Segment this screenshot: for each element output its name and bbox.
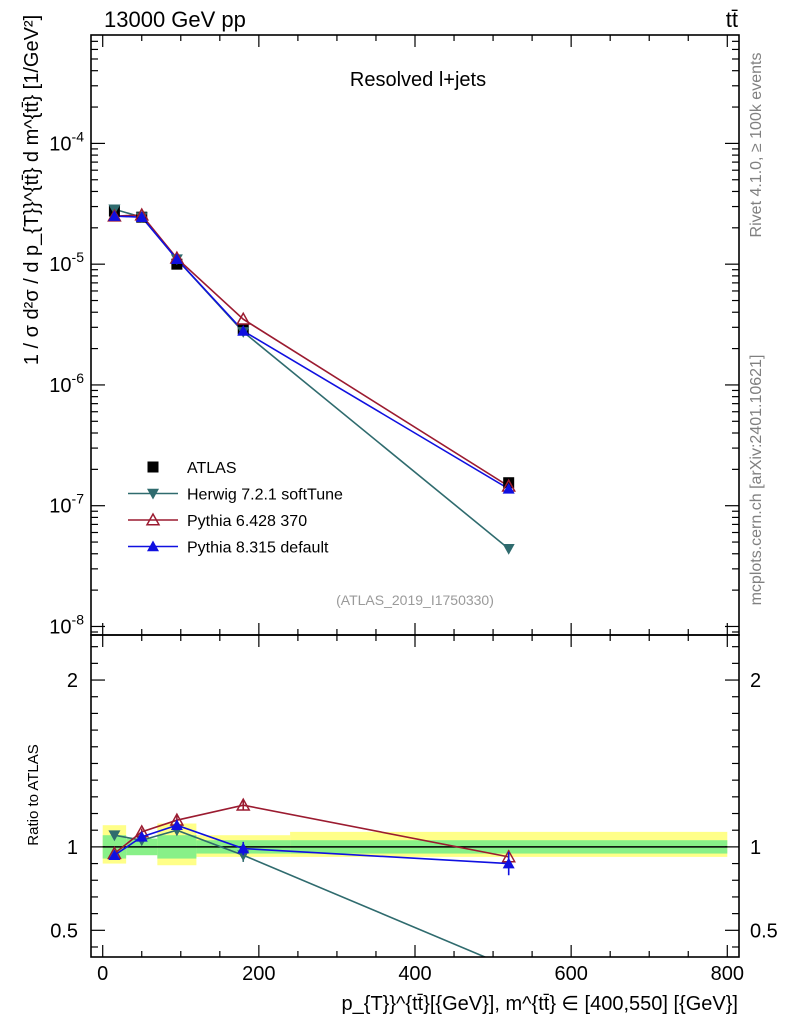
ratio-panel-frame (90, 634, 740, 958)
pythia-8-315-default-point (108, 210, 121, 221)
mcplots-label: mcplots.cern.ch [arXiv:2401.10621] (748, 355, 765, 606)
ratio-tick-label-right: 2 (750, 670, 761, 692)
legend-label-herwig-7-2-1-softtune: Herwig 7.2.1 softTune (187, 487, 343, 504)
ratio-tick-label: 0.5 (50, 920, 78, 942)
x-tick-label: 0 (97, 963, 108, 985)
pythia-8-315-default-point (237, 324, 250, 336)
pythia-8-315-default-point (170, 253, 183, 264)
pythia-8-315-default-point (135, 211, 148, 222)
legend-label-pythia-6-428-370: Pythia 6.428 370 (187, 513, 307, 530)
y-tick-label: 10-4 (49, 128, 84, 155)
y-tick-label: 10-8 (49, 611, 84, 638)
pythia-8-315-default-ratio-point (170, 819, 183, 830)
pythia-6-428-370-ratio-point (235, 797, 251, 811)
chart-title: Resolved l+jets (350, 69, 486, 91)
y-tick-label: 10-6 (49, 370, 84, 397)
legend: ATLAS Herwig 7.2.1 softTune Pythia 6.428 3… (128, 460, 343, 557)
ratio-tick-label: 2 (67, 670, 78, 692)
pythia-8-315-default-point (502, 482, 515, 494)
x-tick-label: 200 (242, 963, 275, 985)
ratio-plot-area (102, 797, 728, 973)
ratio-y-axis-label: Ratio to ATLAS (25, 744, 42, 845)
y-tick-label: 10-7 (49, 491, 84, 518)
atlas-point (503, 477, 515, 489)
axis-ticks: 0 200 400 600 800 10-8 10-7 10-6 10-5 10-4 0.5 0.5 1… (49, 35, 778, 985)
herwig-7-2-1-softtune-ratio-point (108, 830, 121, 842)
x-axis-label: p_{T}}^{tt̄}[{GeV}], m^{tt̄} ∈ [400,550]… (342, 993, 738, 1015)
ratio-tick-label-right: 1 (750, 837, 761, 859)
pythia-6-428-370-point (235, 311, 251, 325)
legend-marker-atlas (147, 461, 159, 473)
pythia-8-315-default-ratio-point (135, 830, 148, 842)
legend-marker-pythia-6-428-370 (145, 512, 161, 526)
collision-label: 13000 GeV pp (104, 7, 246, 32)
legend-label-atlas: ATLAS (187, 460, 237, 477)
ratio-tick-label-right: 0.5 (750, 920, 778, 942)
legend-marker-herwig-7-2-1-softtune (147, 488, 159, 500)
herwig-7-2-1-softtune-ratio-point (503, 962, 515, 973)
y-tick-label: 10-5 (49, 249, 84, 276)
x-tick-label: 600 (554, 963, 587, 985)
x-tick-label: 400 (398, 963, 431, 985)
legend-marker-pythia-8-315-default (147, 540, 159, 552)
legend-label-pythia-8-315-default: Pythia 8.315 default (187, 540, 329, 557)
ratio-tick-label: 1 (67, 837, 78, 859)
pythia-8-315-default-ratio-point (237, 842, 250, 854)
rivet-version-label: Rivet 4.1.0, ≥ 100k events (748, 53, 765, 238)
process-label: tt̄ (726, 7, 738, 32)
y-axis-label: 1 / σ d²σ / d p_{T}}^{tt̄} d m^{tt̄} [1/… (21, 15, 43, 365)
main-plot-area (107, 204, 516, 555)
x-tick-label: 800 (711, 963, 744, 985)
pythia-8-315-default-ratio-point (502, 857, 515, 869)
pythia-8-315-default-ratio-point (108, 849, 121, 861)
analysis-id-label: (ATLAS_2019_I1750330) (336, 592, 494, 608)
herwig-7-2-1-softtune-point (502, 543, 515, 555)
